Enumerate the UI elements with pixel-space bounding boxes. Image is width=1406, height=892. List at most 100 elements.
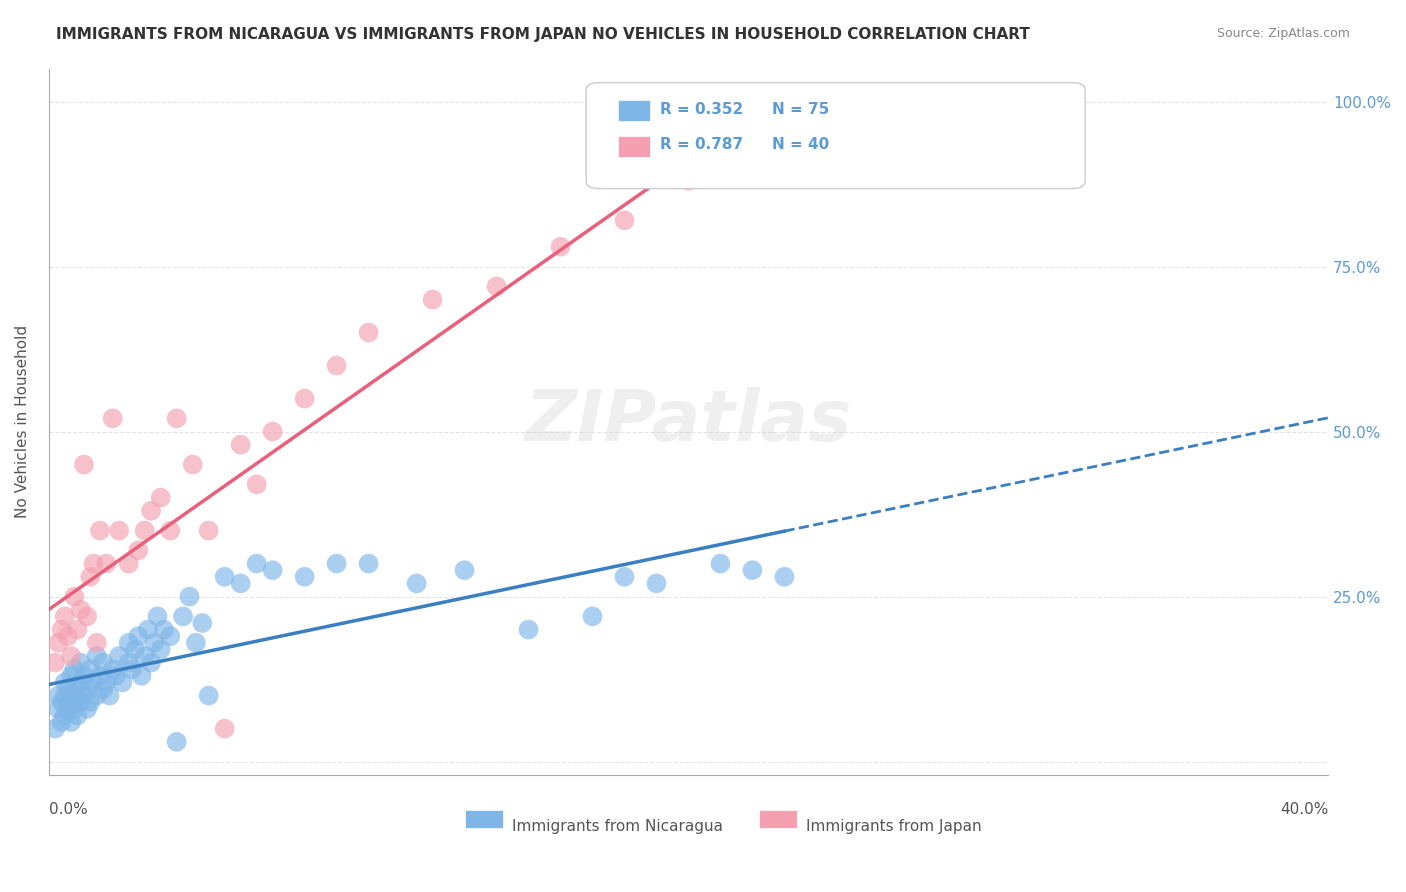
Point — [76, 681, 98, 696]
Point — [325, 359, 347, 373]
Point — [51, 695, 73, 709]
Point — [229, 576, 252, 591]
Point — [111, 675, 134, 690]
Point — [127, 543, 149, 558]
Point — [63, 590, 86, 604]
Point — [101, 411, 124, 425]
Point — [146, 609, 169, 624]
Point — [53, 689, 76, 703]
Point — [60, 695, 83, 709]
Point — [159, 524, 181, 538]
Point — [96, 675, 118, 690]
Point — [89, 669, 111, 683]
Point — [294, 392, 316, 406]
Point — [79, 662, 101, 676]
Point — [91, 656, 114, 670]
Point — [136, 623, 159, 637]
Point — [56, 702, 79, 716]
Text: N = 75: N = 75 — [772, 102, 830, 117]
Point — [229, 438, 252, 452]
Point — [44, 656, 66, 670]
Point — [149, 491, 172, 505]
Point — [325, 557, 347, 571]
Point — [98, 689, 121, 703]
Point — [53, 609, 76, 624]
Point — [89, 524, 111, 538]
Point — [741, 147, 763, 161]
Point — [46, 702, 69, 716]
Point — [118, 656, 141, 670]
Bar — [464, 810, 503, 828]
Point — [60, 648, 83, 663]
FancyBboxPatch shape — [586, 83, 1085, 188]
Point — [153, 623, 176, 637]
Point — [127, 629, 149, 643]
Point — [124, 642, 146, 657]
Text: R = 0.352: R = 0.352 — [661, 102, 744, 117]
Bar — [619, 100, 650, 121]
Point — [66, 681, 89, 696]
Point — [453, 563, 475, 577]
Text: Immigrants from Nicaragua: Immigrants from Nicaragua — [512, 819, 723, 834]
Point — [91, 681, 114, 696]
Point — [517, 623, 540, 637]
Point — [101, 662, 124, 676]
Point — [96, 557, 118, 571]
Point — [108, 524, 131, 538]
Point — [741, 563, 763, 577]
Point — [262, 425, 284, 439]
Text: R = 0.787: R = 0.787 — [661, 137, 744, 153]
Point — [51, 623, 73, 637]
Point — [214, 722, 236, 736]
Text: 0.0%: 0.0% — [49, 802, 87, 817]
Point — [613, 570, 636, 584]
Point — [357, 326, 380, 340]
Text: Source: ZipAtlas.com: Source: ZipAtlas.com — [1216, 27, 1350, 40]
Point — [60, 714, 83, 729]
Point — [79, 695, 101, 709]
Point — [422, 293, 444, 307]
Point — [357, 557, 380, 571]
Text: ZIPatlas: ZIPatlas — [524, 387, 852, 456]
Point — [134, 648, 156, 663]
Point — [56, 629, 79, 643]
Point — [86, 648, 108, 663]
Point — [69, 656, 91, 670]
Point — [76, 702, 98, 716]
Point — [613, 213, 636, 227]
Point — [131, 669, 153, 683]
Point — [108, 648, 131, 663]
Point — [294, 570, 316, 584]
Point — [60, 669, 83, 683]
Point — [73, 689, 96, 703]
Text: IMMIGRANTS FROM NICARAGUA VS IMMIGRANTS FROM JAPAN NO VEHICLES IN HOUSEHOLD CORR: IMMIGRANTS FROM NICARAGUA VS IMMIGRANTS … — [56, 27, 1031, 42]
Point — [262, 563, 284, 577]
Point — [118, 636, 141, 650]
Point — [246, 477, 269, 491]
Point — [46, 689, 69, 703]
Point — [678, 174, 700, 188]
Point — [485, 279, 508, 293]
Point — [143, 636, 166, 650]
Point — [181, 458, 204, 472]
Point — [73, 458, 96, 472]
Bar — [759, 810, 797, 828]
Point — [69, 695, 91, 709]
Point — [76, 609, 98, 624]
Point — [191, 615, 214, 630]
Point — [197, 524, 219, 538]
Point — [166, 411, 188, 425]
Point — [63, 689, 86, 703]
Bar — [619, 136, 650, 157]
Point — [121, 662, 143, 676]
Point — [53, 708, 76, 723]
Point — [63, 662, 86, 676]
Point — [773, 570, 796, 584]
Point — [149, 642, 172, 657]
Point — [46, 636, 69, 650]
Point — [86, 689, 108, 703]
Text: 40.0%: 40.0% — [1279, 802, 1329, 817]
Point — [86, 636, 108, 650]
Point — [139, 656, 162, 670]
Point — [83, 557, 105, 571]
